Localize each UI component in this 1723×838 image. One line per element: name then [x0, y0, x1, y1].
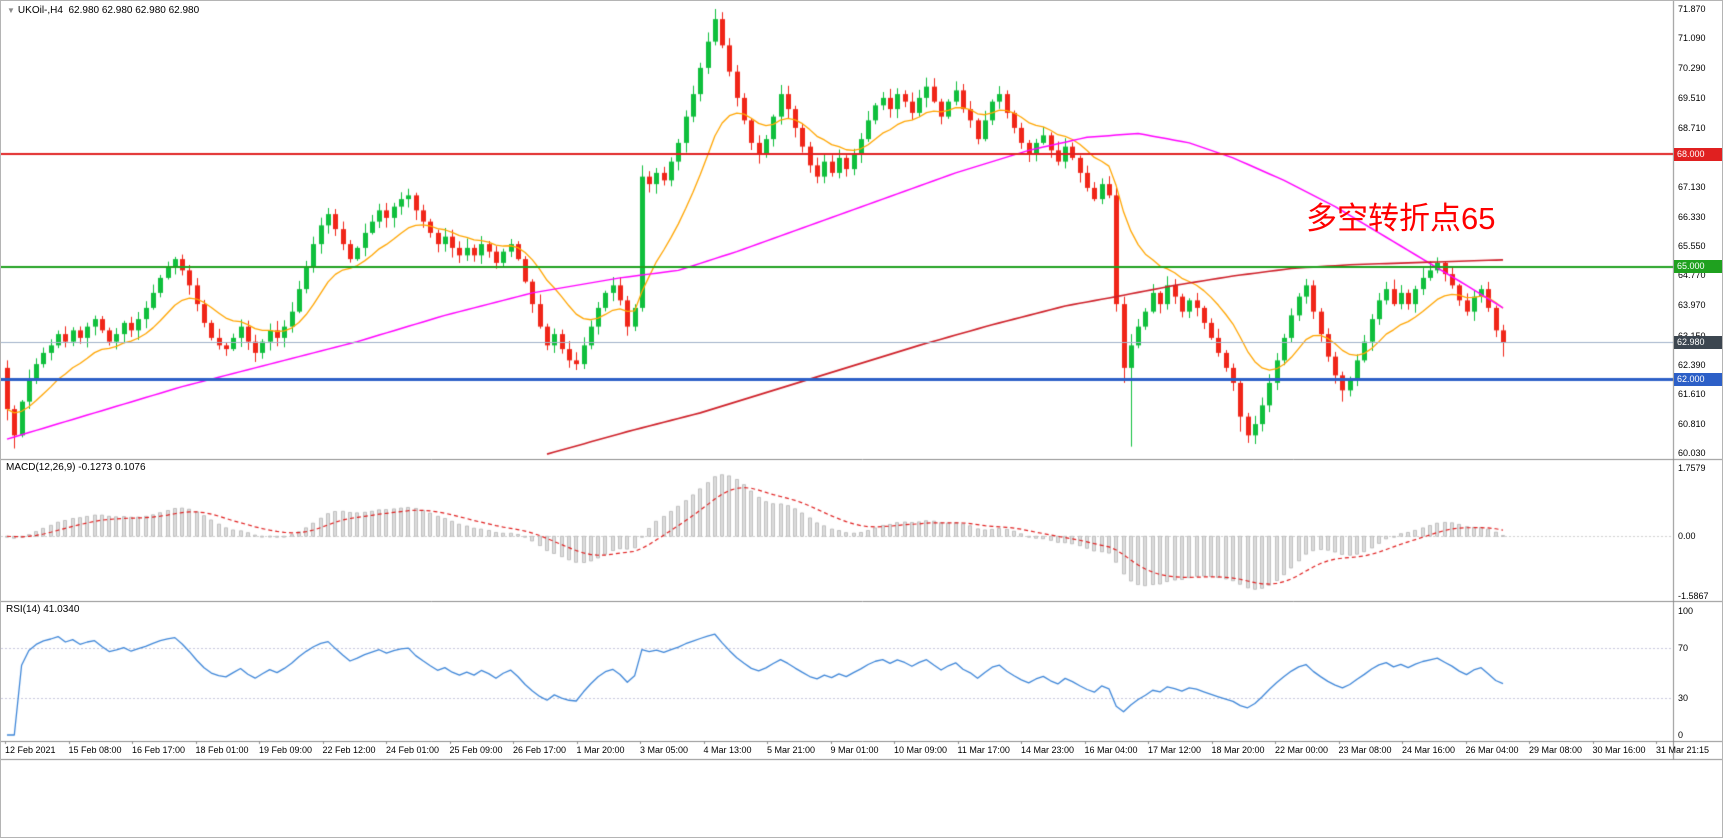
time-axis[interactable]: [1, 741, 1722, 759]
price-axis[interactable]: [1673, 1, 1722, 741]
chart-title-bar: ▼ UKOil-,H4 62.980 62.980 62.980 62.980: [7, 5, 199, 16]
symbol-title: UKOil-,H4: [17, 5, 63, 16]
rsi-indicator-label: RSI(14) 41.0340: [6, 604, 80, 615]
collapse-arrow-icon[interactable]: ▼: [7, 6, 15, 15]
ohlc-values: 62.980 62.980 62.980 62.980: [68, 5, 200, 16]
annotation-text[interactable]: 多空转折点65: [1306, 201, 1496, 236]
macd-indicator-label: MACD(12,26,9) -0.1273 0.1076: [6, 462, 146, 473]
